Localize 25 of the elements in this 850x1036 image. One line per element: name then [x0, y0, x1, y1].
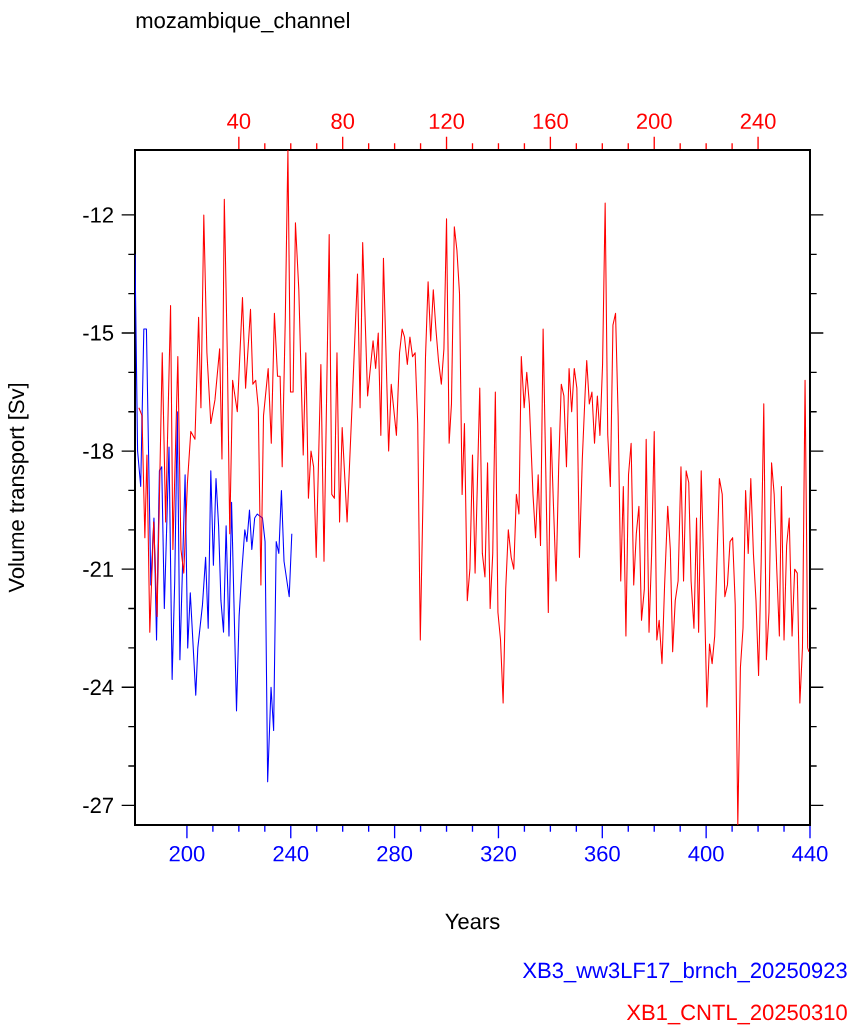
x-tick-label: 200 [169, 845, 205, 862]
line-series [135, 253, 293, 783]
y-tick-label: -27 [83, 797, 113, 813]
x-tick-label: 400 [688, 845, 724, 862]
x-tick-label: 280 [377, 845, 413, 862]
x-tick-label: 440 [792, 845, 828, 862]
x-tick-label: 320 [480, 845, 516, 862]
x2-tick-label: 160 [533, 113, 568, 130]
y-tick-label: -21 [83, 561, 113, 577]
y-axis-title: Volume transport [Sv] [8, 383, 29, 593]
x2-tick-label: 120 [429, 113, 465, 130]
x2-tick-label: 40 [227, 113, 251, 130]
y-tick-label: -12 [83, 207, 113, 223]
y-tick-label: -15 [83, 325, 114, 341]
x2-tick-label: 200 [636, 113, 672, 130]
text: XB3_ww3LF17_brnch_20250923 [522, 962, 847, 983]
y-tick-label: -24 [83, 679, 114, 695]
text: XB1_CNTL_20250310 [626, 1004, 847, 1025]
x2-tick-label: 80 [331, 113, 355, 130]
x-tick-label: 240 [273, 845, 309, 862]
x-axis-title: Years [445, 913, 500, 930]
chart-title: mozambique_channel [136, 12, 349, 33]
x2-tick-label: 240 [740, 113, 776, 130]
y-tick-label: -18 [83, 443, 114, 459]
x-tick-label: 360 [584, 845, 620, 862]
